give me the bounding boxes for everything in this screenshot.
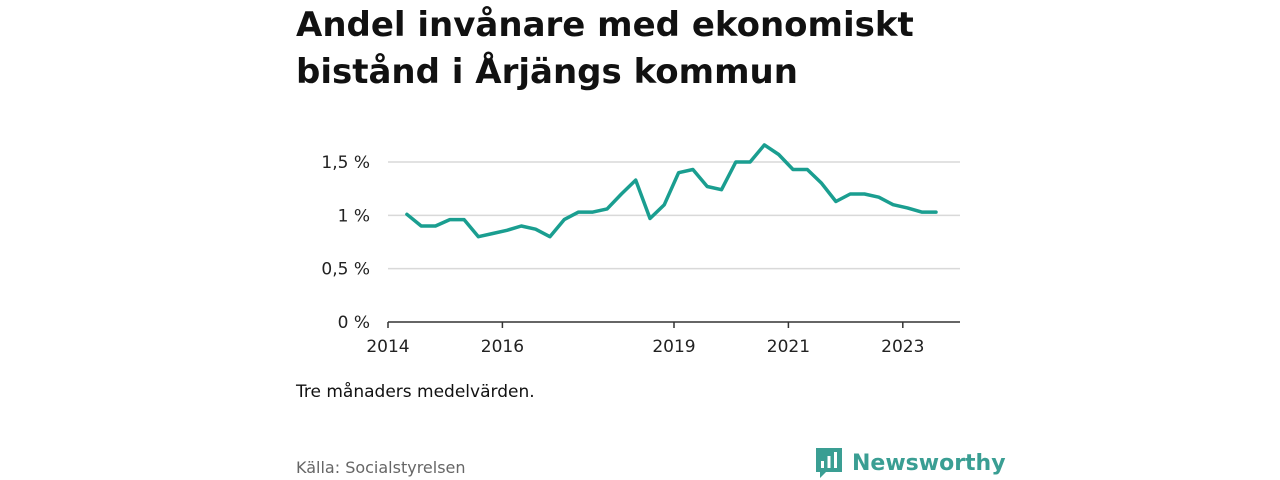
y-tick-label: 0 %: [338, 313, 370, 333]
y-tick-label: 0,5 %: [321, 260, 370, 280]
series-layer: [405, 143, 938, 239]
brand-name: Newsworthy: [852, 450, 1006, 476]
x-tick-label: 2023: [881, 337, 924, 357]
source-label: Källa: Socialstyrelsen: [296, 458, 466, 477]
gridlines: [388, 161, 960, 270]
x-tick-label: 2014: [366, 337, 409, 357]
y-tick-label: 1,5 %: [321, 153, 370, 173]
series-line: [405, 143, 938, 239]
y-tick-label: 1 %: [338, 206, 370, 226]
x-tick-label: 2019: [652, 337, 695, 357]
brand-logo: Newsworthy: [814, 446, 1006, 480]
newsworthy-logo-icon: [816, 448, 842, 478]
chart-title: Andel invånare med ekonomiskt bistånd i …: [296, 5, 914, 92]
x-tick-label: 2016: [481, 337, 524, 357]
y-axis-ticks: 0 % 0,5 % 1 % 1,5 %: [321, 153, 370, 333]
chart-note: Tre månaders medelvärden.: [296, 382, 535, 402]
x-tick-label: 2021: [767, 337, 810, 357]
x-axis-ticks: 2014 2016 2019 2021 2023: [366, 322, 924, 357]
